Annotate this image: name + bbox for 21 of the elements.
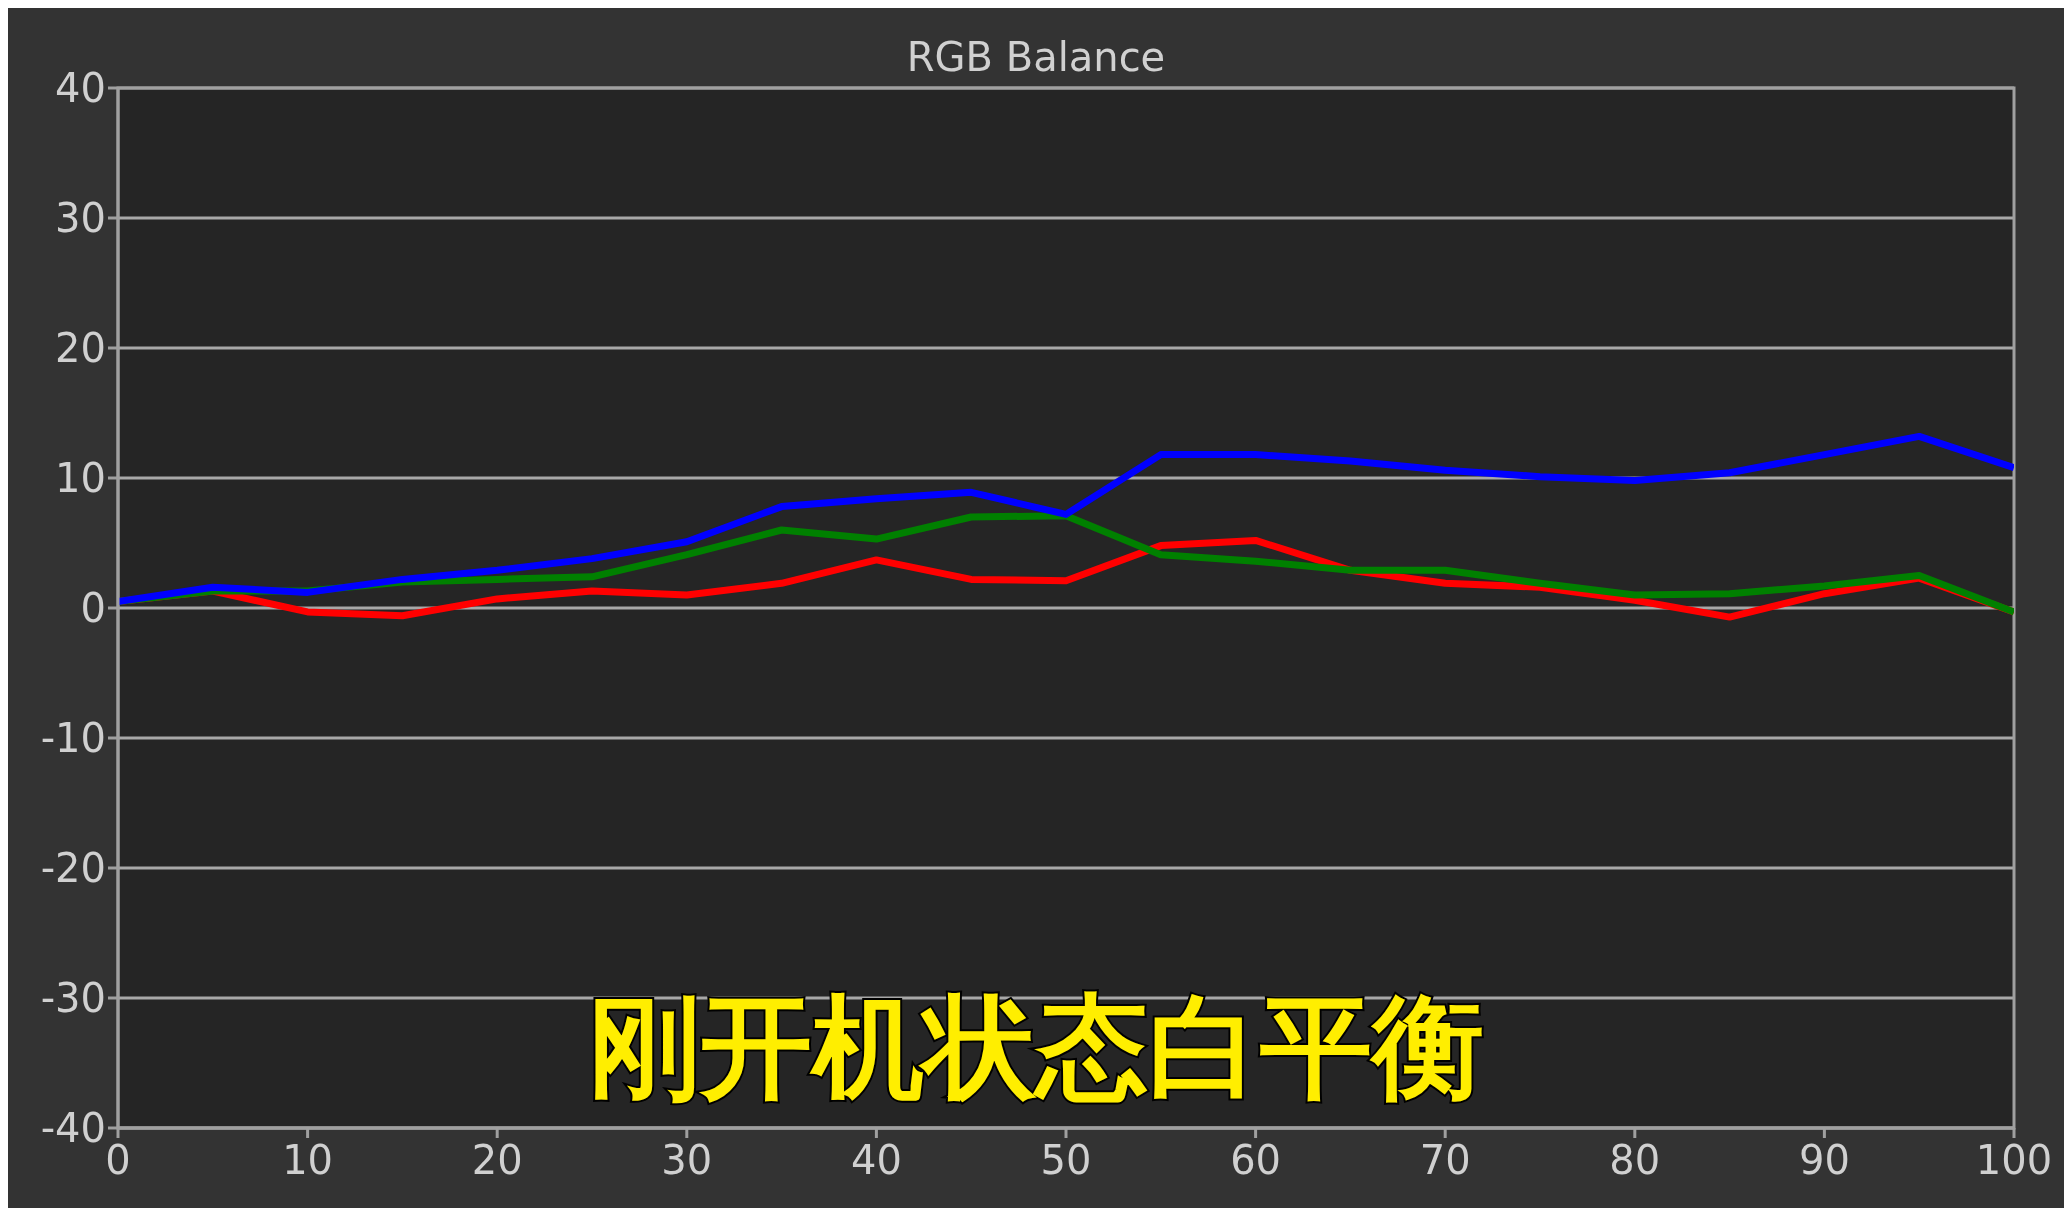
x-tick-label: 60 xyxy=(1230,1137,1282,1184)
y-tick-label: 10 xyxy=(55,455,106,502)
y-tick-label: 0 xyxy=(80,585,106,632)
y-tick-label: -30 xyxy=(40,975,106,1022)
y-tick-label: -10 xyxy=(40,715,106,762)
y-tick-label: -20 xyxy=(40,845,106,892)
x-tick-label: 20 xyxy=(471,1137,523,1184)
y-tick-label: 20 xyxy=(55,325,106,372)
x-tick-label: 80 xyxy=(1609,1137,1661,1184)
x-tick-label: 10 xyxy=(282,1137,334,1184)
y-tick-label: 30 xyxy=(55,195,106,242)
x-tick-label: 40 xyxy=(850,1137,902,1184)
annotation: 刚开机状态白平衡 xyxy=(588,982,1484,1112)
y-tick-label: 40 xyxy=(55,65,106,112)
x-tick-label: 50 xyxy=(1040,1137,1092,1184)
x-tick-label: 70 xyxy=(1419,1137,1471,1184)
x-tick-label: 90 xyxy=(1798,1137,1850,1184)
chart-title: RGB Balance xyxy=(906,34,1166,80)
y-tick-label: -40 xyxy=(40,1105,106,1152)
x-tick-label: 100 xyxy=(1975,1137,2053,1184)
x-tick-label: 30 xyxy=(661,1137,713,1184)
